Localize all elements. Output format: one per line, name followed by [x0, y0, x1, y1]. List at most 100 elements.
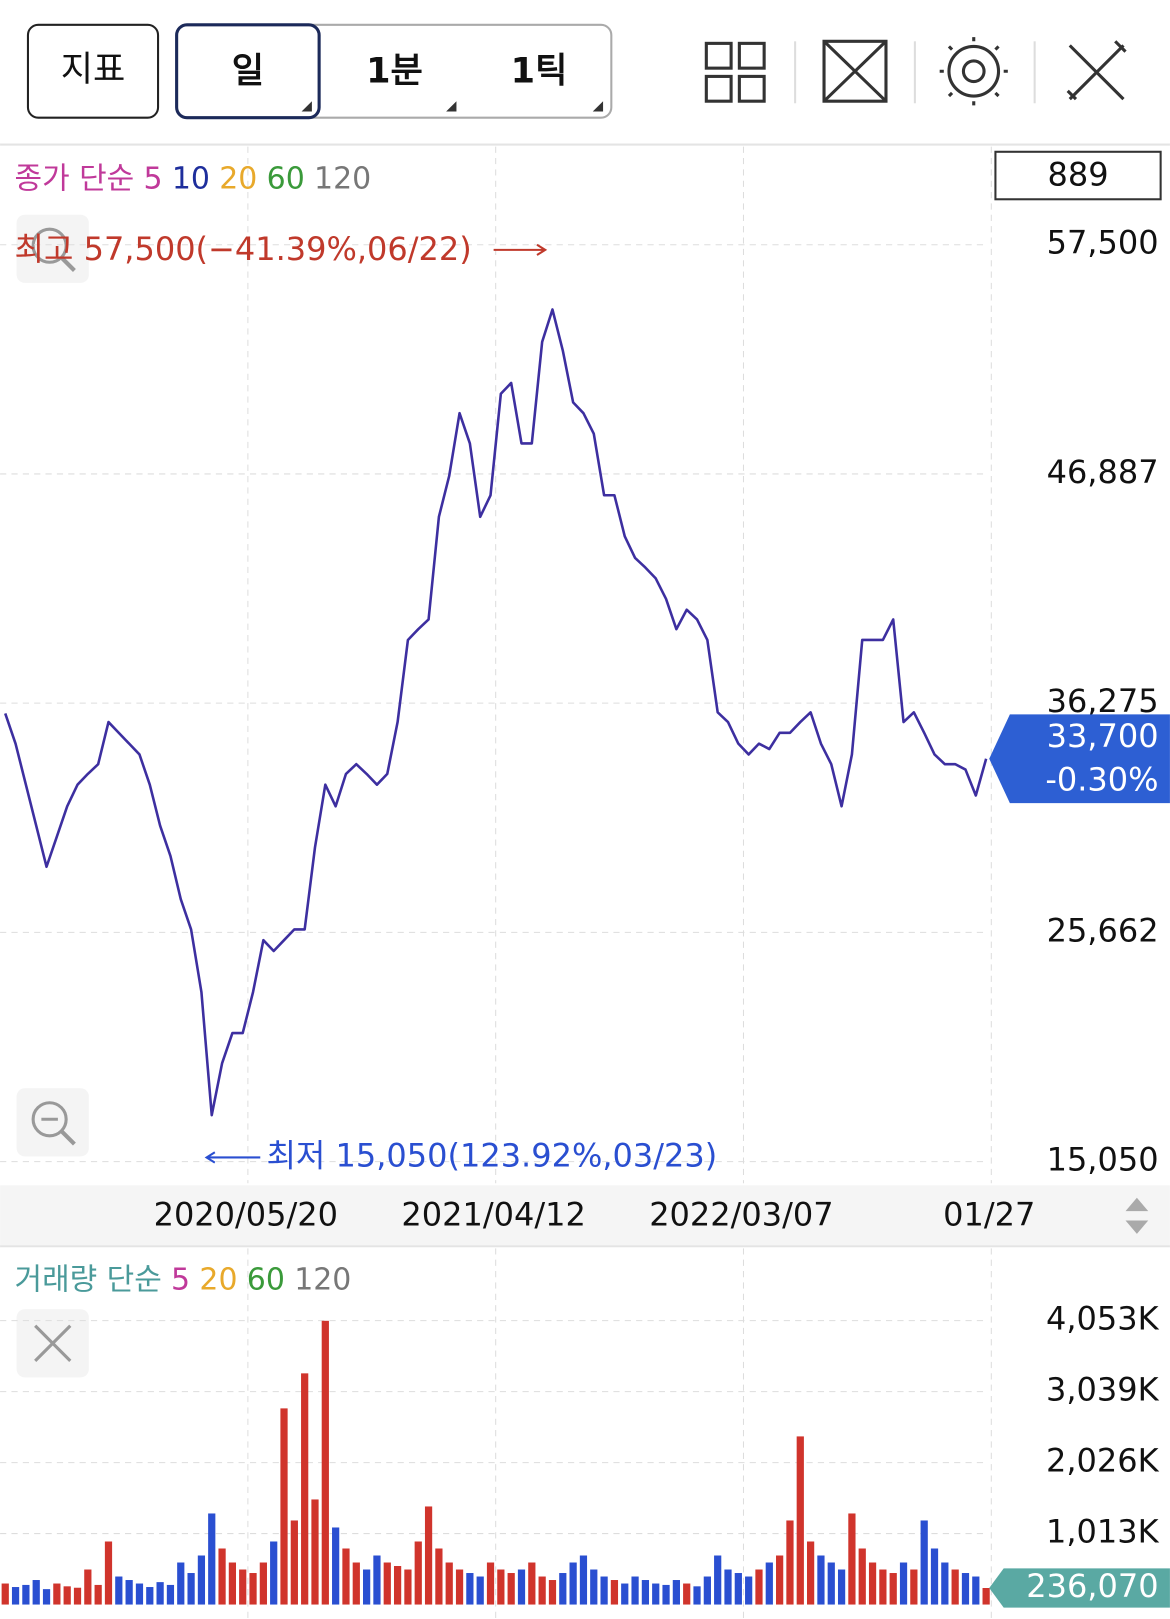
volume-bar: [806, 1541, 815, 1605]
volume-bar: [683, 1583, 691, 1605]
volume-bar: [621, 1583, 629, 1605]
low-annotation: 최저 15,050(123.92%,03/23): [266, 1136, 717, 1174]
volume-bar: [745, 1576, 753, 1605]
volume-bar: [270, 1541, 278, 1605]
volume-bar: [548, 1580, 557, 1605]
volume-bar: [590, 1569, 598, 1605]
volume-bar: [755, 1569, 763, 1605]
minute-label[interactable]: 1분: [366, 50, 423, 91]
volume-bar: [363, 1569, 371, 1605]
volume-bar: [53, 1583, 61, 1605]
scroll-arrows[interactable]: [1125, 1197, 1149, 1234]
current-price: 33,700: [1047, 717, 1159, 755]
volume-bar: [290, 1520, 298, 1605]
volume-bar: [538, 1576, 546, 1605]
volume-bar: [177, 1562, 185, 1605]
volume-bar: [424, 1506, 433, 1605]
legend-item: 20: [199, 1262, 237, 1297]
volume-bar: [734, 1573, 742, 1605]
legend-item: 60: [267, 161, 305, 196]
volume-bar: [796, 1436, 804, 1605]
volume-bar: [662, 1584, 670, 1605]
indicator-button[interactable]: [26, 23, 160, 119]
close-volume-icon[interactable]: [16, 1309, 89, 1378]
volume-bar: [951, 1569, 959, 1605]
volume-bar: [827, 1562, 835, 1605]
zoom-in-icon[interactable]: [16, 214, 89, 283]
volume-bar: [972, 1576, 980, 1605]
volume-bar: [693, 1586, 701, 1605]
legend-item: 5: [144, 161, 163, 196]
volume-bar: [11, 1587, 20, 1605]
legend-item: 20: [219, 161, 257, 196]
tick-label[interactable]: 1틱: [511, 50, 568, 91]
volume-bar: [559, 1573, 567, 1605]
volume-bar: [63, 1586, 71, 1605]
volume-bar: [115, 1576, 123, 1605]
volume-bar: [714, 1555, 722, 1605]
current-volume: 236,070: [1026, 1567, 1158, 1605]
volume-bar: [342, 1548, 350, 1605]
day-label: 일: [232, 50, 264, 91]
volume-bar: [197, 1555, 206, 1605]
volume-bar: [321, 1320, 329, 1605]
volume-bar: [187, 1573, 195, 1605]
volume-bar: [476, 1576, 484, 1605]
legend-item: 120: [294, 1262, 351, 1297]
volume-bar: [239, 1569, 247, 1605]
volume-bar: [393, 1566, 402, 1605]
legend-item: 거래량 단순: [15, 1262, 162, 1297]
y-tick-label: 46,887: [1047, 453, 1159, 491]
y-tick-label: 57,500: [1047, 224, 1159, 262]
volume-bar: [486, 1562, 495, 1605]
tools-icon[interactable]: [1066, 40, 1127, 101]
zoom-out-icon[interactable]: [16, 1088, 89, 1157]
volume-bar: [776, 1555, 784, 1605]
volume-bar: [166, 1584, 175, 1605]
volume-bar: [218, 1548, 226, 1605]
legend-item: 120: [314, 161, 371, 196]
x-tick-label: 2021/04/12: [401, 1195, 585, 1233]
volume-bar: [528, 1562, 536, 1605]
volume-bar: [435, 1548, 443, 1605]
volume-bar: [837, 1569, 846, 1605]
volume-bar: [507, 1573, 515, 1605]
volume-bar: [497, 1569, 505, 1605]
day-button[interactable]: [175, 23, 321, 120]
volume-bar: [848, 1513, 856, 1605]
volume-bar: [652, 1583, 660, 1605]
indicator-legend: 거래량 단순 5 20 60 120: [15, 1262, 352, 1297]
volume-bar: [786, 1520, 794, 1605]
volume-bar: [982, 1588, 990, 1605]
volume-bar: [42, 1589, 51, 1605]
volume-bar: [125, 1580, 133, 1605]
volume-bar: [332, 1527, 340, 1605]
volume-bar: [817, 1555, 825, 1605]
volume-bar: [889, 1573, 897, 1605]
volume-bar: [352, 1562, 360, 1605]
settings-icon[interactable]: [939, 37, 1008, 106]
indicator-label: 지표: [61, 49, 126, 90]
top-box-value: 889: [1047, 156, 1108, 194]
volume-bar: [104, 1541, 113, 1605]
y-tick-label: 15,050: [1047, 1141, 1159, 1179]
layout-icon[interactable]: [704, 41, 766, 103]
volume-bar: [517, 1569, 526, 1605]
marks: 2020/05/20 2021/04/12 2022/03/07 01/27 15,05…: [0, 146, 1170, 1619]
y-tick-label: 36,275: [1047, 682, 1159, 720]
legend-item: 5: [171, 1262, 190, 1297]
legend-item: 종가 단순: [15, 161, 135, 196]
high-arrow: [493, 243, 548, 256]
volume-bar: [445, 1562, 453, 1605]
volume-bar: [466, 1573, 474, 1605]
volume-bar: [84, 1569, 92, 1605]
expand-icon[interactable]: [822, 39, 888, 103]
y-tick-label: 1,013K: [1046, 1513, 1160, 1551]
dropdown-corners: [301, 101, 604, 112]
volume-bar: [135, 1583, 144, 1605]
volume-bar: [1, 1583, 9, 1605]
volume-bar: [610, 1580, 619, 1605]
y-tick-label: 2,026K: [1046, 1442, 1160, 1480]
volume-bar: [311, 1499, 319, 1605]
